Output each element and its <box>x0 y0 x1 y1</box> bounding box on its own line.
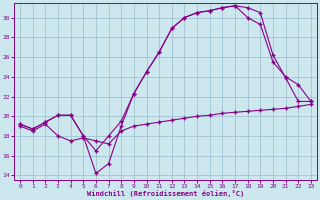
X-axis label: Windchill (Refroidissement éolien,°C): Windchill (Refroidissement éolien,°C) <box>87 190 244 197</box>
